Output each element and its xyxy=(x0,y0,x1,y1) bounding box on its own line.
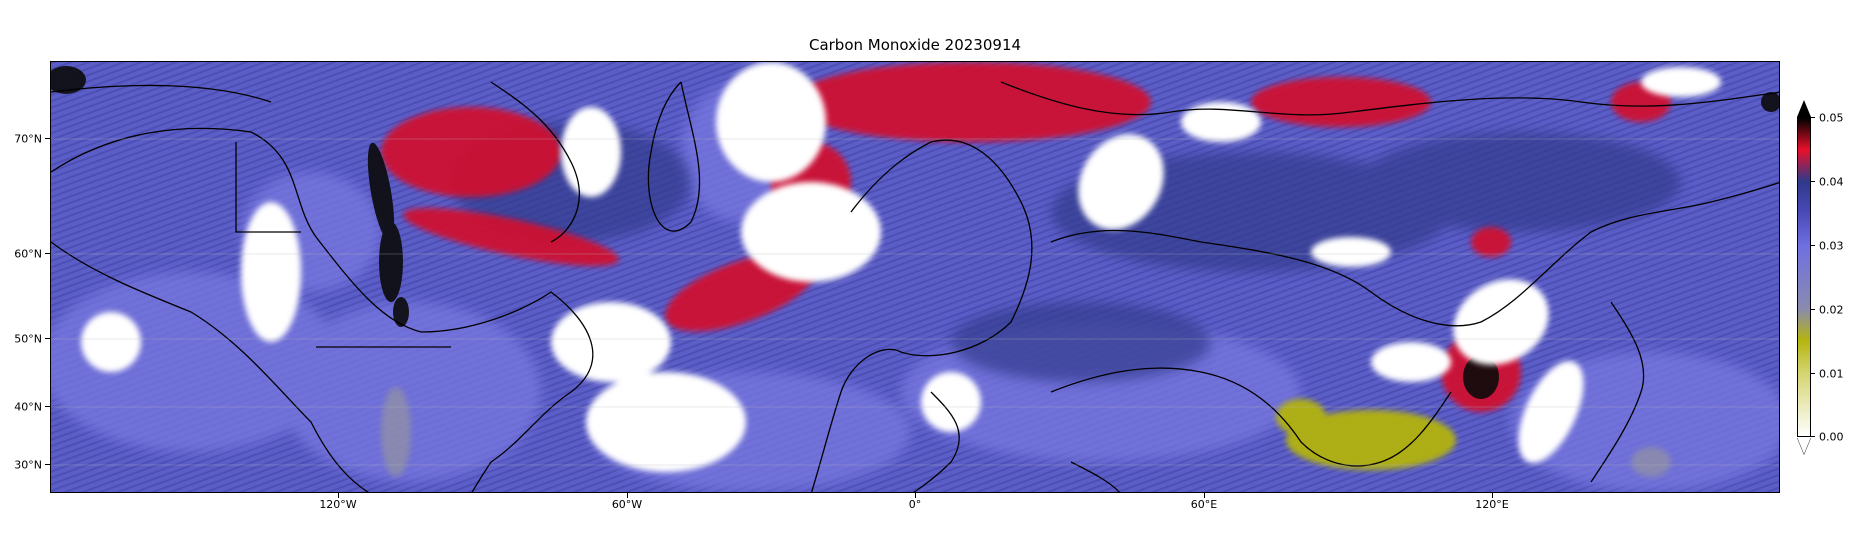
co-map[interactable] xyxy=(50,61,1780,493)
lon-tick-120w xyxy=(338,493,339,498)
lon-tick-0 xyxy=(915,493,916,498)
colorbar-tick xyxy=(1811,245,1815,246)
lon-label-120e: 120°E xyxy=(1475,498,1509,511)
lon-tick-120e xyxy=(1492,493,1493,498)
lat-tick-40 xyxy=(45,406,50,407)
lat-tick-70 xyxy=(45,138,50,139)
lon-tick-60e xyxy=(1204,493,1205,498)
map-canvas xyxy=(51,62,1779,492)
lat-tick-30 xyxy=(45,464,50,465)
gray-patches xyxy=(381,387,1671,477)
colorbar-tick xyxy=(1811,436,1815,437)
colorbar-label: 0.00 xyxy=(1819,430,1844,444)
low-co-plateau xyxy=(1276,399,1456,470)
colorbar xyxy=(1797,117,1811,437)
colorbar-extend-max xyxy=(1797,100,1811,117)
coastlines xyxy=(51,81,1779,492)
missing-data-areas xyxy=(81,62,1721,472)
lat-label-40: 40°N xyxy=(14,400,42,414)
very-high-co-cores xyxy=(51,66,1779,399)
colorbar-tick xyxy=(1811,181,1815,182)
colorbar-label: 0.04 xyxy=(1819,175,1844,189)
colorbar-tick xyxy=(1811,309,1815,310)
lon-label-120w: 120°W xyxy=(319,498,357,511)
gridlines xyxy=(51,138,1779,466)
colorbar-label: 0.01 xyxy=(1819,367,1844,381)
colorbar-tick xyxy=(1811,373,1815,374)
lat-label-30: 30°N xyxy=(14,458,42,472)
map-title: Carbon Monoxide 20230914 xyxy=(808,36,1022,54)
lon-label-0: 0° xyxy=(908,498,922,511)
lat-label-60: 60°N xyxy=(14,247,42,261)
lat-tick-50 xyxy=(45,338,50,339)
colorbar-label: 0.02 xyxy=(1819,303,1844,317)
colorbar-extend-min xyxy=(1797,437,1811,454)
lon-label-60w: 60°W xyxy=(611,498,643,511)
colorbar-label: 0.05 xyxy=(1819,111,1844,125)
lat-label-70: 70°N xyxy=(14,132,42,146)
colorbar-label: 0.03 xyxy=(1819,239,1844,253)
colorbar-tick xyxy=(1811,117,1815,118)
lon-tick-60w xyxy=(627,493,628,498)
lat-label-50: 50°N xyxy=(14,332,42,346)
lon-label-60e: 60°E xyxy=(1190,498,1218,511)
lat-tick-60 xyxy=(45,253,50,254)
